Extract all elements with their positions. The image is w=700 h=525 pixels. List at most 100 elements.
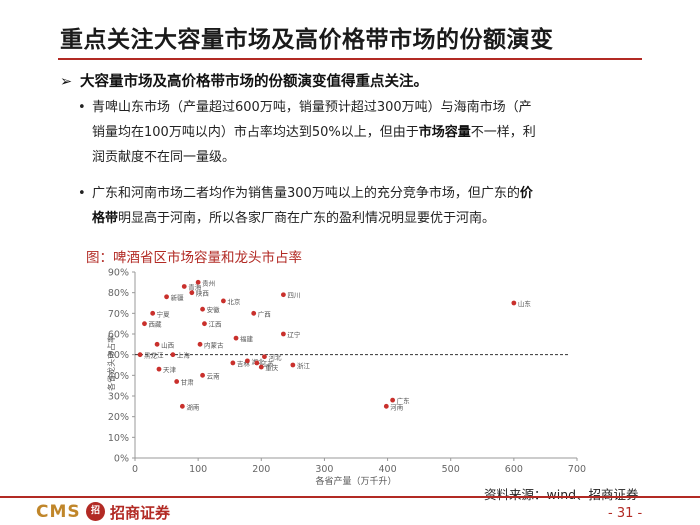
arrow-bullet-icon: ➢	[60, 74, 73, 90]
data-point	[233, 335, 239, 341]
y-tick-label: 80%	[108, 288, 129, 299]
bullet-2-emphasis-1: 价	[519, 186, 533, 201]
data-label: 贵州	[202, 278, 215, 287]
bullet-2-line-1: 广东和河南市场二者均作为销售量300万吨以上的充分竞争市场，但广东的价	[92, 181, 642, 206]
data-point	[221, 298, 226, 304]
data-label: 河北	[268, 354, 282, 362]
data-point	[181, 284, 187, 289]
x-tick-label: 500	[442, 464, 460, 475]
data-point	[200, 306, 205, 312]
x-tick-label: 300	[315, 464, 333, 475]
chart-axes: 0 100 200 300 400 500 600 700 0% 10% 20% 30% 40% 50% 6…	[108, 268, 586, 476]
logo-company-name: 招商证券	[110, 504, 171, 522]
data-point	[197, 341, 203, 347]
data-label: 西藏	[148, 320, 162, 329]
data-label: 江苏	[261, 359, 275, 368]
data-point	[511, 300, 517, 306]
y-tick-label: 40%	[108, 371, 129, 382]
data-label: 上海	[177, 351, 191, 360]
x-tick-label: 0	[132, 464, 138, 475]
data-point	[154, 341, 160, 347]
logo-cms-text: CMS	[36, 502, 81, 522]
data-point	[195, 279, 201, 285]
slide-title: 重点关注大容量市场及高价格带市场的份额演变	[60, 27, 554, 53]
x-tick-label: 100	[189, 464, 207, 475]
bullet-dot-icon: •	[78, 100, 86, 115]
data-point	[262, 354, 267, 360]
data-label: 云南	[207, 371, 221, 380]
data-point	[142, 321, 147, 327]
bullet-2: • 广东和河南市场二者均作为销售量300万吨以上的充分竞争市场，但广东的价 格带…	[78, 181, 642, 231]
bullet-1-line-1: 青啤山东市场（产量超过600万吨，销量预计超过300万吨）与海南市场（产	[92, 100, 532, 115]
bullet-1-line-2-b: 不一样，利	[470, 125, 536, 140]
data-point	[383, 403, 389, 409]
bullet-1-line-2-a: 销量均在100万吨以内）市占率均达到50%以上，但由于	[92, 125, 419, 140]
x-axis-title: 各省产量（万千升）	[315, 475, 396, 487]
bullet-1-line-2: 销量均在100万吨以内）市占率均达到50%以上，但由于市场容量不一样，利	[92, 120, 642, 145]
data-point	[254, 360, 260, 366]
y-tick-label: 30%	[108, 392, 129, 403]
main-point: ➢ 大容量市场及高价格带市场的份额演变值得重点关注。	[60, 70, 650, 91]
source-note: 资料来源：wind、招商证券	[484, 487, 639, 502]
data-label: 江西	[208, 321, 222, 329]
data-label: 内蒙古	[204, 340, 224, 349]
y-tick-label: 10%	[108, 433, 129, 444]
logo-badge-icon: 招	[86, 502, 105, 521]
data-label: 湖南	[186, 402, 200, 411]
title-underline	[58, 58, 642, 60]
bullet-2-line-2: 格带明显高于河南，所以各家厂商在广东的盈利情况明显要优于河南。	[92, 206, 642, 231]
data-label: 广东	[397, 396, 411, 405]
figure-caption: 图：啤酒省区市场容量和龙头市占率	[86, 250, 302, 266]
bullet-1-emphasis: 市场容量	[418, 125, 471, 140]
y-axis-title: 各省龙头市占率	[106, 335, 116, 391]
data-point	[202, 321, 207, 327]
y-tick-label: 50%	[108, 350, 129, 361]
axis-labels: 各省产量（万千升） 各省龙头市占率	[106, 335, 397, 487]
data-point	[179, 403, 185, 409]
bullet-2-emphasis-2: 格带	[92, 211, 119, 226]
data-point	[280, 331, 286, 337]
data-point	[230, 360, 236, 366]
data-label: 甘肃	[181, 378, 195, 387]
data-point	[137, 352, 143, 358]
data-point	[189, 290, 195, 296]
data-point	[258, 364, 264, 370]
y-tick-label: 90%	[108, 268, 129, 279]
page-number: - 31 -	[608, 506, 643, 521]
x-tick-label: 700	[568, 464, 586, 475]
data-point	[170, 352, 176, 358]
data-label: 辽宁	[287, 330, 301, 339]
data-label: 河南	[390, 402, 404, 411]
data-point	[244, 358, 250, 364]
data-point	[174, 379, 180, 384]
data-point	[200, 372, 205, 378]
data-label: 四川	[287, 292, 300, 300]
data-label: 安徽	[207, 305, 221, 314]
data-point	[251, 310, 257, 316]
data-label: 吉林	[237, 359, 251, 368]
y-tick-label: 70%	[108, 309, 129, 320]
data-label: 天津	[163, 366, 177, 374]
data-label: 重庆	[265, 363, 279, 372]
data-label: 北京	[227, 297, 241, 306]
x-tick-label: 600	[505, 464, 523, 475]
bullet-2-line-2-b: 明显高于河南，所以各家厂商在广东的盈利情况明显要优于河南。	[118, 211, 496, 226]
x-tick-label: 200	[252, 464, 270, 475]
data-label: 新疆	[171, 293, 185, 302]
data-label: 广西	[258, 309, 272, 318]
data-label: 黑龙江	[144, 351, 164, 360]
x-tick-label: 400	[379, 464, 397, 475]
data-point	[150, 310, 156, 316]
data-point	[164, 294, 169, 300]
y-tick-label: 0%	[114, 454, 129, 465]
footer-rule	[0, 496, 700, 498]
data-label: 青海	[188, 282, 202, 291]
data-point	[290, 362, 296, 368]
bullet-1-line-3: 润贡献度不在同一量级。	[92, 150, 236, 165]
data-label: 福建	[240, 334, 254, 343]
bullet-1: • 青啤山东市场（产量超过600万吨，销量预计超过300万吨）与海南市场（产 销…	[78, 95, 642, 170]
data-label: 山东	[518, 299, 532, 308]
data-point	[156, 366, 162, 372]
